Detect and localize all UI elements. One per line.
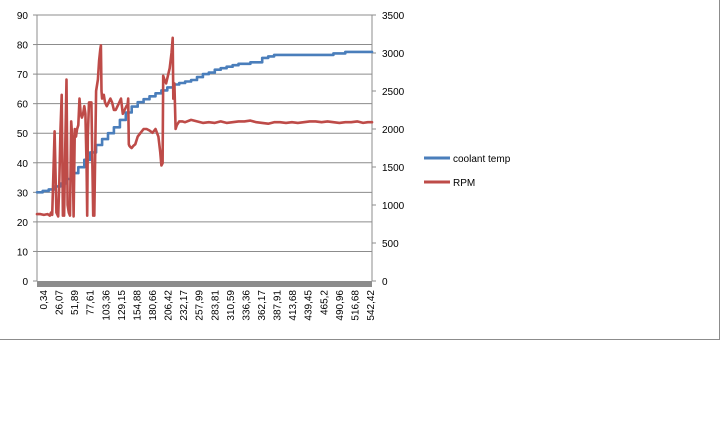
x-axis-tick-label: 51,89 — [70, 290, 81, 315]
left-axis-tick-label: 10 — [17, 247, 29, 258]
right-axis-tick-label: 3500 — [382, 11, 405, 22]
chart-frame: 0 10 20 30 40 50 60 70 80 90 0 500 1000 1500 2000 2500… — [0, 0, 720, 340]
right-axis-tick-label: 2000 — [382, 125, 405, 136]
x-axis-tick-label: 206,42 — [164, 290, 175, 321]
right-axis-tick-label: 500 — [382, 239, 399, 250]
x-axis-tick-label: 413,68 — [288, 290, 299, 321]
x-axis-tick-label: 362,17 — [257, 290, 268, 321]
x-axis-tick-label: 387,91 — [273, 290, 284, 321]
x-axis-tick-label: 283,81 — [210, 290, 221, 321]
x-axis-tick-label: 26,07 — [55, 290, 66, 315]
x-axis-tick-label: 310,59 — [226, 290, 237, 321]
left-axis-tick-label: 80 — [17, 41, 29, 52]
left-axis-tick-label: 90 — [17, 11, 29, 22]
legend-label: RPM — [453, 178, 475, 189]
chart: 0 10 20 30 40 50 60 70 80 90 0 500 1000 1500 2000 2500… — [17, 11, 511, 321]
rpm-series-line — [35, 36, 374, 218]
right-axis-tick-label: 1500 — [382, 163, 405, 174]
right-axis-ticks: 0 500 1000 1500 2000 2500 3000 3500 — [382, 11, 405, 288]
x-axis-tick-label: 103,36 — [101, 290, 112, 321]
left-axis-ticks: 0 10 20 30 40 50 60 70 80 90 — [17, 11, 29, 288]
coolant-temp-series-line — [35, 50, 374, 194]
x-axis-tick-label: 465,2 — [319, 290, 330, 315]
right-axis-tick-label: 1000 — [382, 201, 405, 212]
legend-label: coolant temp — [453, 154, 511, 165]
left-axis-tick-label: 30 — [17, 188, 29, 199]
right-axis-tick-label: 0 — [382, 277, 388, 288]
x-axis-tick-label: 439,45 — [304, 290, 315, 321]
legend: coolant temp RPM — [424, 154, 511, 189]
x-axis-tick-label: 154,88 — [132, 290, 143, 321]
left-axis-tick-label: 60 — [17, 100, 29, 111]
x-axis-ticks: 0,34 26,07 51,89 77,61 103,36 129,15 154,88 180… — [39, 290, 377, 321]
left-axis-tick-label: 50 — [17, 129, 29, 140]
right-axis-tick-label: 3000 — [382, 49, 405, 60]
x-axis-tick-label: 232,17 — [179, 290, 190, 321]
x-axis-band — [37, 281, 372, 287]
x-axis-tick-label: 542,42 — [366, 290, 377, 321]
x-axis-tick-label: 129,15 — [117, 290, 128, 321]
x-axis-tick-label: 336,36 — [241, 290, 252, 321]
series-layer — [35, 36, 374, 218]
left-axis-tick-label: 40 — [17, 159, 29, 170]
x-axis-tick-label: 0,34 — [39, 290, 50, 310]
x-axis-tick-label: 490,96 — [335, 290, 346, 321]
axes — [33, 14, 376, 287]
left-axis-tick-label: 0 — [22, 277, 28, 288]
right-axis-tick-label: 2500 — [382, 87, 405, 98]
x-axis-tick-label: 257,99 — [195, 290, 206, 321]
x-axis-tick-label: 516,68 — [350, 290, 361, 321]
left-axis-tick-label: 70 — [17, 70, 29, 81]
x-axis-tick-label: 180,66 — [148, 290, 159, 321]
left-axis-tick-label: 20 — [17, 218, 29, 229]
x-axis-tick-label: 77,61 — [86, 290, 97, 315]
